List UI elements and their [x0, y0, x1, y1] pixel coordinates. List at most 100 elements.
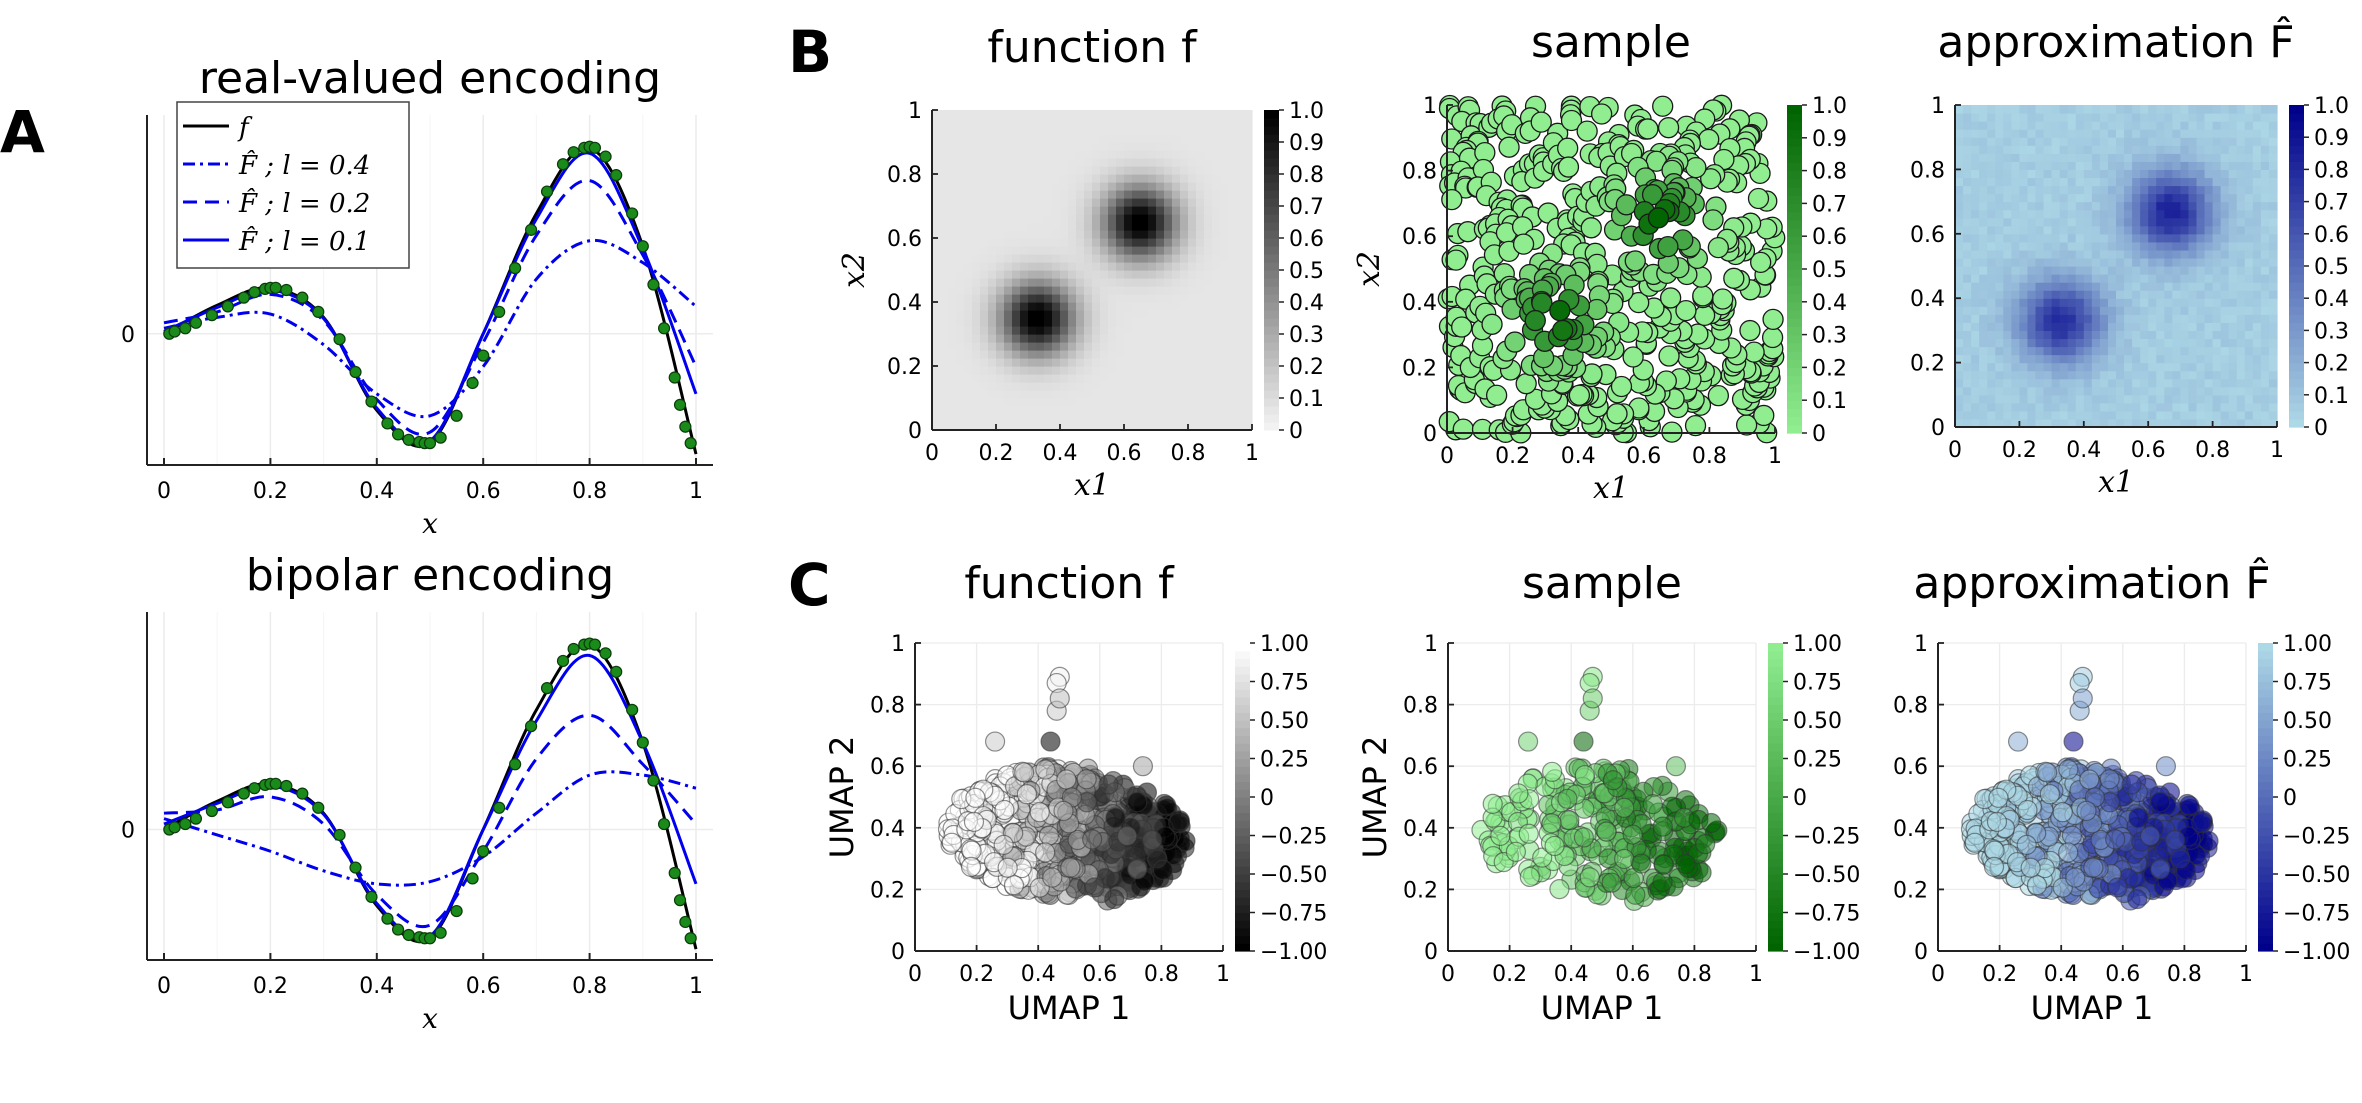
- heatmap-cell: [1244, 246, 1253, 255]
- heatmap-cell: [2172, 290, 2181, 299]
- heatmap-cell: [932, 182, 941, 191]
- heatmap-cell: [1004, 126, 1013, 135]
- heatmap-cell: [1164, 286, 1173, 295]
- heatmap-cell: [1068, 182, 1077, 191]
- heatmap-cell: [1092, 246, 1101, 255]
- heatmap-cell: [964, 254, 973, 263]
- heatmap-cell: [988, 142, 997, 151]
- heatmap-cell: [2091, 314, 2101, 323]
- heatmap-cell: [1004, 230, 1013, 239]
- heatmap-cell: [1156, 302, 1165, 311]
- heatmap-cell: [2116, 330, 2125, 340]
- heatmap-cell: [1028, 278, 1037, 287]
- heatmap-cell: [2043, 386, 2053, 396]
- heatmap-cell: [964, 406, 973, 415]
- heatmap-cell: [2204, 386, 2214, 396]
- heatmap-cell: [2124, 402, 2133, 412]
- heatmap-cell: [2196, 249, 2206, 259]
- heatmap-cell: [2091, 322, 2101, 331]
- heatmap-cell: [2212, 282, 2222, 291]
- heatmap-cell: [988, 278, 997, 287]
- heatmap-cell: [932, 294, 941, 303]
- heatmap-cell: [1084, 214, 1093, 223]
- data-point: [588, 141, 602, 154]
- heatmap-cell: [2116, 370, 2125, 380]
- heatmap-cell: [1028, 230, 1037, 239]
- heatmap-cell: [1092, 254, 1101, 263]
- heatmap-cell: [1228, 342, 1237, 351]
- heatmap-cell: [2268, 306, 2278, 315]
- heatmap-cell: [2132, 346, 2141, 356]
- heatmap-cell: [1196, 390, 1205, 399]
- heatmap-cell: [996, 406, 1005, 415]
- heatmap-cell: [1180, 206, 1189, 215]
- heatmap-cell: [1020, 326, 1029, 335]
- heatmap-cell: [2059, 177, 2069, 187]
- heatmap-cell: [1204, 422, 1213, 431]
- heatmap-cell: [1180, 150, 1189, 159]
- heatmap-cell: [1995, 410, 2004, 420]
- heatmap-cell: [2043, 314, 2053, 323]
- heatmap-cell: [2083, 145, 2093, 154]
- heatmap-cell: [948, 358, 957, 367]
- heatmap-cell: [2019, 193, 2029, 203]
- colorbar-segment: [2289, 105, 2304, 114]
- heatmap-cell: [2075, 298, 2085, 307]
- heatmap-cell: [1979, 298, 1988, 307]
- heatmap-cell: [2260, 209, 2270, 219]
- heatmap-cell: [1116, 262, 1125, 271]
- heatmap-cell: [972, 310, 981, 319]
- heatmap-cell: [1236, 422, 1245, 431]
- heatmap-cell: [1228, 262, 1237, 271]
- heatmap-cell: [1156, 390, 1165, 399]
- heatmap-cell: [1020, 118, 1029, 127]
- heatmap-cell: [1204, 246, 1213, 255]
- heatmap-cell: [1156, 254, 1165, 263]
- heatmap-cell: [2003, 338, 2012, 348]
- heatmap-cell: [2140, 354, 2149, 364]
- heatmap-cell: [1963, 330, 1972, 340]
- heatmap-cell: [2116, 274, 2125, 283]
- heatmap-cell: [2043, 257, 2053, 267]
- heatmap-cell: [1140, 350, 1149, 359]
- heatmap-cell: [2204, 105, 2214, 114]
- heatmap-cell: [2067, 338, 2077, 348]
- heatmap-cell: [2188, 233, 2198, 243]
- heatmap-cell: [1172, 150, 1181, 159]
- heatmap-cell: [2236, 209, 2246, 219]
- heatmap-cell: [1124, 174, 1133, 183]
- heatmap-cell: [2220, 266, 2230, 275]
- heatmap-cell: [2228, 185, 2238, 195]
- data-point: [466, 376, 479, 390]
- heatmap-cell: [1228, 382, 1237, 391]
- heatmap-cell: [2011, 169, 2020, 179]
- heatmap-cell: [1204, 214, 1213, 223]
- heatmap-cell: [2196, 193, 2206, 203]
- heatmap-cell: [2260, 113, 2270, 122]
- colorbar-segment: [2289, 217, 2304, 227]
- heatmap-cell: [2188, 145, 2198, 154]
- heatmap-cell: [2043, 177, 2053, 187]
- heatmap-cell: [2204, 233, 2214, 243]
- heatmap-cell: [2244, 209, 2254, 219]
- heatmap-cell: [1228, 310, 1237, 319]
- heatmap-cell: [1044, 166, 1053, 175]
- heatmap-cell: [2083, 346, 2093, 356]
- heatmap-cell: [1955, 418, 1964, 428]
- heatmap-cell: [1236, 382, 1245, 391]
- heatmap-cell: [1148, 214, 1157, 223]
- heatmap-cell: [1212, 374, 1221, 383]
- heatmap-cell: [1156, 310, 1165, 319]
- heatmap-cell: [2051, 257, 2061, 267]
- heatmap-cell: [2228, 233, 2238, 243]
- heatmap-cell: [1987, 169, 1996, 179]
- heatmap-cell: [2268, 330, 2278, 340]
- heatmap-cell: [1012, 310, 1021, 319]
- heatmap-cell: [2212, 314, 2222, 323]
- heatmap-cell: [1132, 110, 1141, 119]
- data-point: [668, 866, 681, 880]
- heatmap-cell: [1156, 326, 1165, 335]
- heatmap-cell: [1020, 142, 1029, 151]
- heatmap-cell: [2011, 217, 2020, 227]
- heatmap-cell: [2180, 137, 2190, 146]
